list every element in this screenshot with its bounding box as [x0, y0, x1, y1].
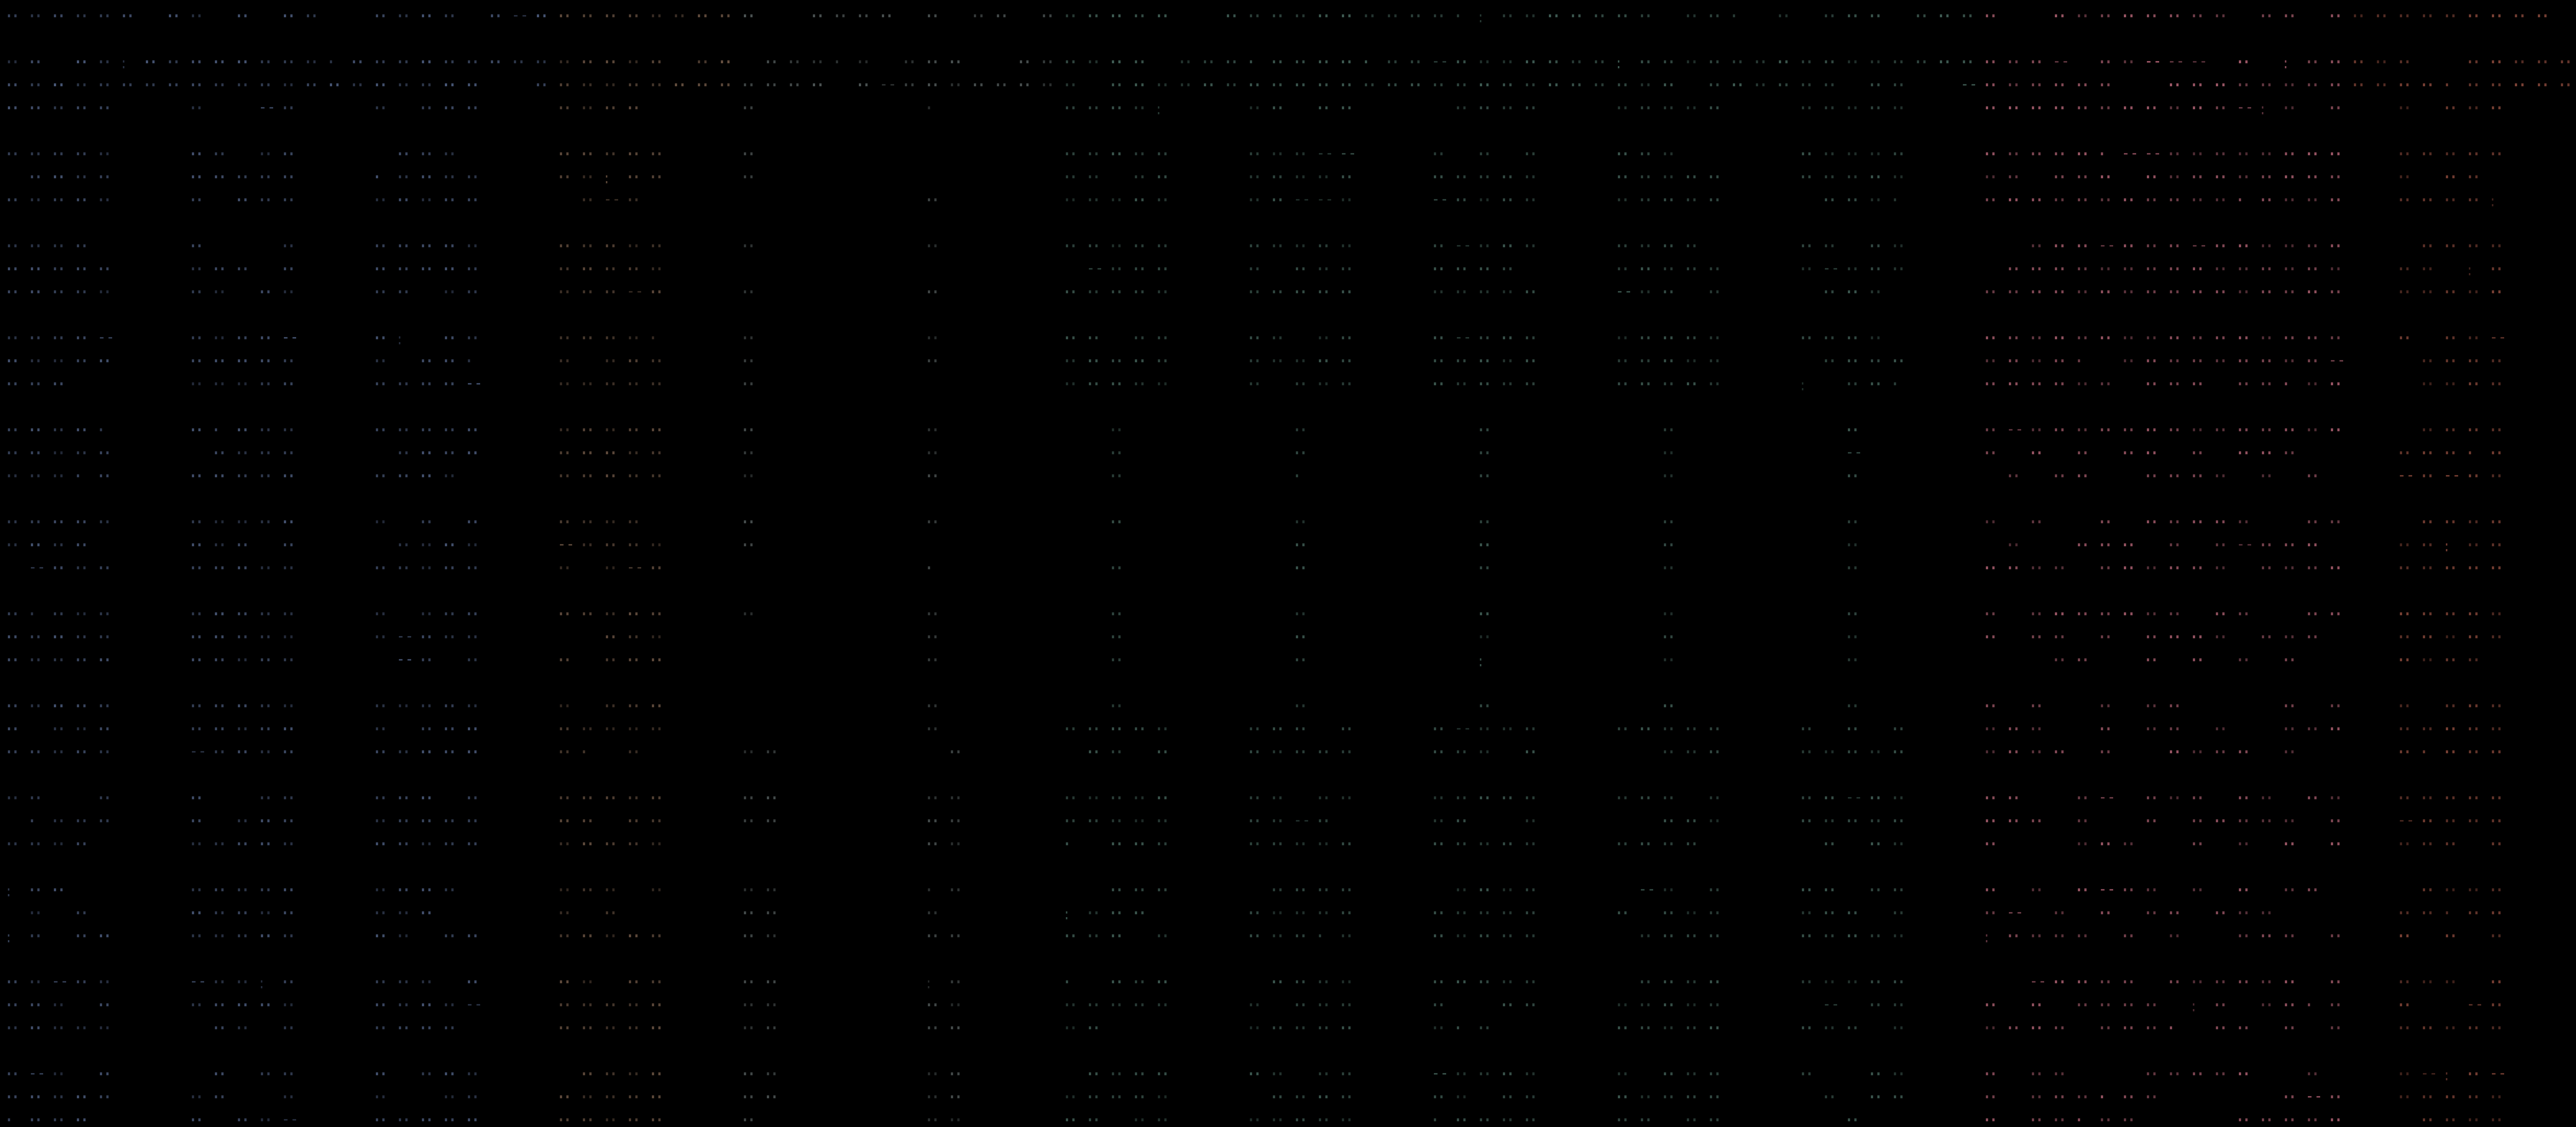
faint-dot-pattern-canvas — [0, 0, 2576, 1127]
blank-black-screen — [0, 0, 2576, 1127]
